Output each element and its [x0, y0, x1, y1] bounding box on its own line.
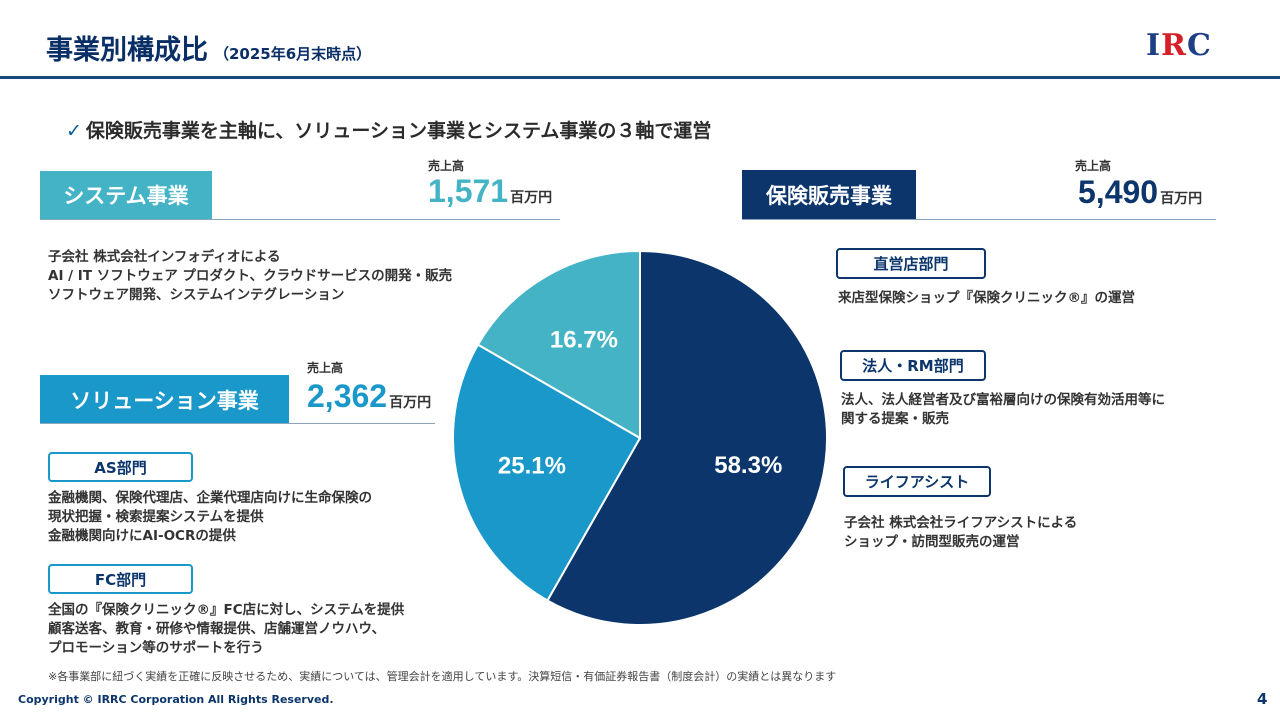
- fc-desc-line: 全国の『保険クリニック®』FC店に対し、システムを提供: [48, 602, 405, 618]
- solution-sales-unit: 百万円: [389, 395, 432, 411]
- company-logo: IRC: [1146, 28, 1212, 63]
- header-divider: [0, 76, 1280, 79]
- solution-business-tag: ソリューション事業: [40, 375, 289, 424]
- direct-store-department-label: 直営店部門: [836, 248, 986, 279]
- system-sales-unit: 百万円: [510, 190, 553, 206]
- solution-sales-number: 2,362: [307, 378, 388, 414]
- solution-sales-value: 2,362 百万円: [307, 378, 431, 415]
- fc-department-label: FC部門: [48, 564, 193, 594]
- life-assist-desc-line: 子会社 株式会社ライフアシストによる: [844, 515, 1078, 531]
- system-desc-line: 子会社 株式会社インフォディオによる: [48, 249, 281, 265]
- headline-text: 保険販売事業を主軸に、ソリューション事業とシステム事業の３軸で運営: [85, 120, 712, 142]
- pie-label-0: 58.3%: [714, 452, 782, 479]
- insurance-business-tag: 保険販売事業: [742, 170, 916, 219]
- as-desc-line: 現状把握・検索提案システムを提供: [48, 509, 264, 525]
- insurance-sales-label: 売上高: [1075, 159, 1112, 173]
- corporate-rm-department-label: 法人・RM部門: [840, 350, 986, 381]
- fc-desc-line: プロモーション等のサポートを行う: [48, 640, 264, 656]
- page-subtitle: （2025年6月末時点）: [214, 45, 372, 63]
- insurance-divider: [742, 219, 1216, 220]
- system-desc-line: AI / IT ソフトウェア プロダクト、クラウドサービスの開発・販売: [48, 268, 453, 284]
- corporate-rm-desc-line: 関する提案・販売: [841, 411, 949, 427]
- checkmark-icon: ✓: [66, 120, 82, 142]
- as-desc-line: 金融機関向けにAI-OCRの提供: [48, 528, 236, 544]
- as-desc-line: 金融機関、保険代理店、企業代理店向けに生命保険の: [48, 490, 372, 506]
- pie-label-2: 16.7%: [550, 326, 618, 353]
- business-composition-pie-chart: 58.3% 25.1% 16.7%: [452, 249, 828, 626]
- system-description: 子会社 株式会社インフォディオによる AI / IT ソフトウェア プロダクト、…: [48, 248, 452, 305]
- direct-store-description: 来店型保険ショップ『保険クリニック®』の運営: [838, 289, 1135, 308]
- system-desc-line: ソフトウェア開発、システムインテグレーション: [48, 287, 345, 303]
- corporate-rm-desc-line: 法人、法人経営者及び富裕層向けの保険有効活用等に: [841, 392, 1165, 408]
- solution-sales-label: 売上高: [307, 361, 344, 375]
- headline: ✓ 保険販売事業を主軸に、ソリューション事業とシステム事業の３軸で運営: [66, 116, 711, 143]
- pie-slice-1: [452, 343, 642, 602]
- copyright: Copyright © IRRC Corporation All Rights …: [18, 693, 334, 706]
- as-department-description: 金融機関、保険代理店、企業代理店向けに生命保険の 現状把握・検索提案システムを提…: [48, 489, 372, 546]
- footnote: ※各事業部に紐づく実績を正確に反映させるため、実績については、管理会計を適用して…: [48, 670, 837, 683]
- pie-slice-2: [476, 249, 641, 440]
- insurance-sales-number: 5,490: [1078, 174, 1159, 210]
- as-department-label: AS部門: [48, 452, 193, 482]
- fc-desc-line: 顧客送客、教育・研修や情報提供、店舗運営ノウハウ、: [48, 621, 386, 637]
- pie-label-1: 25.1%: [498, 453, 566, 480]
- pie-slice-0: [546, 249, 828, 626]
- direct-store-desc-line: 来店型保険ショップ『保険クリニック®』の運営: [838, 290, 1135, 306]
- insurance-sales-unit: 百万円: [1160, 191, 1203, 207]
- system-sales-number: 1,571: [428, 173, 509, 209]
- life-assist-department-label: ライフアシスト: [843, 466, 991, 497]
- fc-department-description: 全国の『保険クリニック®』FC店に対し、システムを提供 顧客送客、教育・研修や情…: [48, 601, 404, 658]
- page-title-text: 事業別構成比: [46, 35, 208, 66]
- page-number: 4: [1257, 690, 1268, 708]
- life-assist-description: 子会社 株式会社ライフアシストによる ショップ・訪問型販売の運営: [844, 514, 1077, 552]
- solution-divider: [40, 423, 435, 424]
- system-business-tag: システム事業: [40, 171, 212, 219]
- page-title: 事業別構成比 （2025年6月末時点）: [46, 28, 371, 67]
- pie-slices: [452, 249, 828, 626]
- system-sales-value: 1,571 百万円: [428, 173, 552, 210]
- system-divider: [40, 219, 560, 220]
- life-assist-desc-line: ショップ・訪問型販売の運営: [844, 534, 1020, 550]
- pie-labels: 58.3% 25.1% 16.7%: [498, 326, 782, 479]
- system-sales-label: 売上高: [428, 159, 465, 173]
- insurance-sales-value: 5,490 百万円: [1078, 174, 1202, 211]
- corporate-rm-description: 法人、法人経営者及び富裕層向けの保険有効活用等に 関する提案・販売: [841, 391, 1165, 429]
